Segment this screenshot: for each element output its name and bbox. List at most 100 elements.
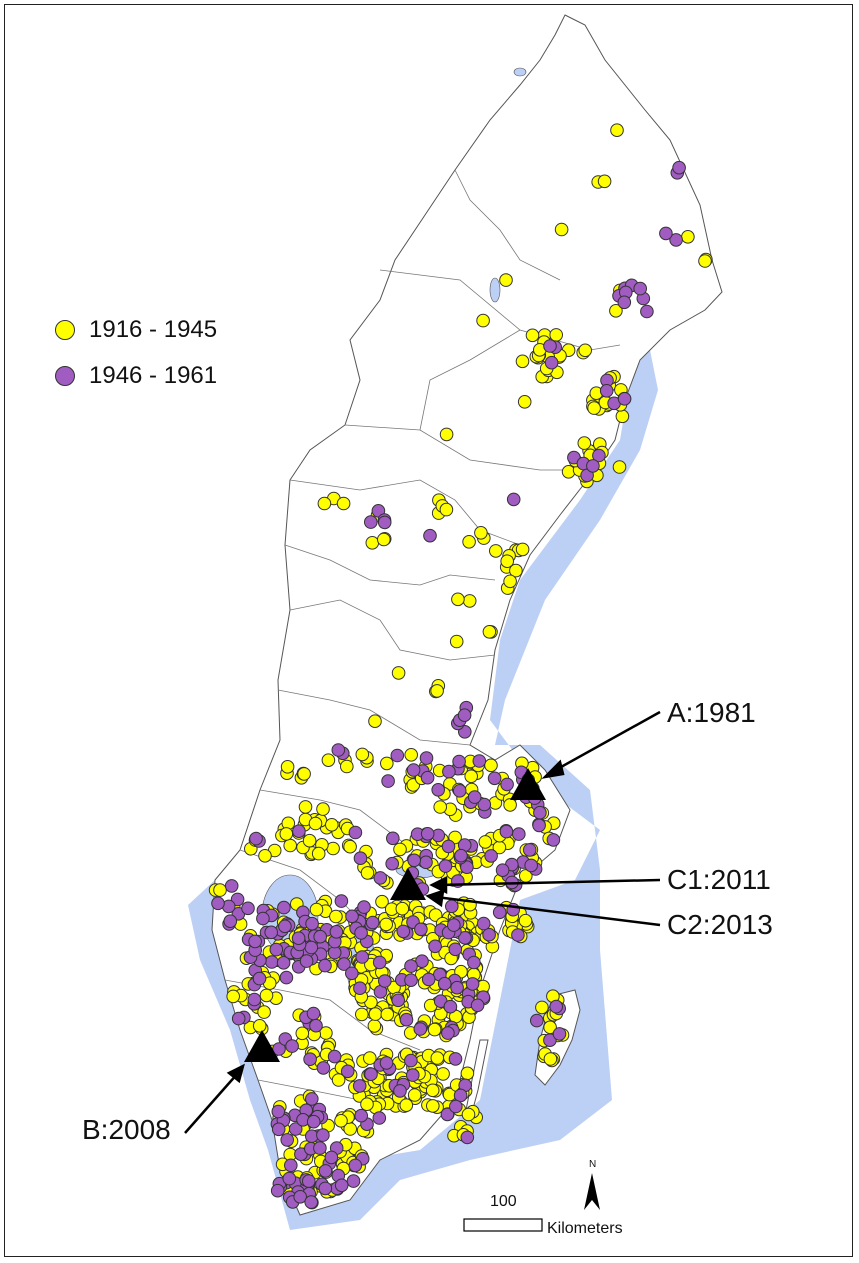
site-dot-1946-1961 bbox=[452, 784, 467, 798]
site-dot-1946-1961 bbox=[357, 900, 371, 914]
site-dot-1946-1961 bbox=[269, 942, 284, 957]
site-dot-1916-1945 bbox=[363, 1051, 377, 1065]
site-dot-1946-1961 bbox=[448, 942, 463, 957]
site-dot-1916-1945 bbox=[425, 1083, 440, 1098]
site-dot-1946-1961 bbox=[248, 934, 262, 949]
site-dot-1916-1945 bbox=[297, 767, 311, 781]
site-dot-1916-1945 bbox=[258, 849, 272, 863]
site-label-a: A:1981 bbox=[667, 697, 756, 728]
site-dot-1946-1961 bbox=[223, 914, 238, 929]
site-dot-1946-1961 bbox=[458, 931, 472, 945]
site-dot-1916-1945 bbox=[375, 894, 389, 909]
site-dot-1916-1945 bbox=[226, 989, 240, 1004]
site-dot-1916-1945 bbox=[461, 1107, 476, 1122]
site-dot-1946-1961 bbox=[353, 851, 368, 866]
north-arrow-icon bbox=[584, 1173, 600, 1210]
site-dot-1946-1961 bbox=[544, 355, 559, 370]
site-dot-1916-1945 bbox=[280, 760, 295, 774]
site-dot-1916-1945 bbox=[336, 496, 351, 511]
arrow-c2 bbox=[435, 895, 661, 927]
sea-area bbox=[188, 190, 658, 1230]
site-dot-1916-1945 bbox=[484, 758, 498, 773]
site-dot-1946-1961 bbox=[365, 915, 380, 930]
site-dot-1946-1961 bbox=[277, 900, 291, 915]
site-dot-1946-1961 bbox=[304, 940, 319, 955]
site-dot-1946-1961 bbox=[399, 1012, 414, 1027]
site-dot-1946-1961 bbox=[313, 929, 328, 944]
legend-item-1946-1961: 1946 - 1961 bbox=[55, 362, 217, 390]
site-dot-1916-1945 bbox=[433, 800, 448, 814]
site-dot-1946-1961 bbox=[302, 1174, 316, 1188]
site-dot-1916-1945 bbox=[509, 563, 523, 578]
site-dot-1916-1945 bbox=[503, 574, 517, 589]
site-dot-1946-1961 bbox=[337, 957, 351, 971]
site-dot-1946-1961 bbox=[364, 515, 378, 529]
site-dot-1946-1961 bbox=[284, 1158, 298, 1173]
site-dot-1946-1961 bbox=[492, 905, 507, 920]
site-dot-1946-1961 bbox=[390, 748, 405, 763]
site-dot-1946-1961 bbox=[318, 1164, 333, 1178]
site-dot-1916-1945 bbox=[681, 230, 695, 244]
site-dot-1946-1961 bbox=[270, 1183, 285, 1198]
site-dot-1946-1961 bbox=[414, 922, 428, 937]
site-dot-1916-1945 bbox=[698, 254, 712, 268]
site-dot-1916-1945 bbox=[609, 304, 623, 318]
site-dot-1946-1961 bbox=[291, 931, 306, 946]
site-dot-1916-1945 bbox=[549, 328, 564, 342]
site-dot-1946-1961 bbox=[421, 972, 436, 987]
site-dot-1946-1961 bbox=[393, 1084, 407, 1098]
site-markers bbox=[244, 768, 546, 1062]
site-dot-1946-1961 bbox=[331, 743, 346, 757]
site-dot-1916-1945 bbox=[464, 769, 479, 784]
site-dot-1946-1961 bbox=[438, 859, 453, 873]
site-dot-1946-1961 bbox=[293, 1190, 308, 1204]
site-marker-c bbox=[390, 868, 426, 900]
site-dot-1946-1961 bbox=[364, 1067, 378, 1081]
site-dot-1946-1961 bbox=[482, 927, 496, 942]
site-dot-1946-1961 bbox=[477, 797, 492, 812]
site-dot-1916-1945 bbox=[259, 988, 274, 1003]
site-dot-1946-1961 bbox=[617, 392, 632, 406]
site-dot-1946-1961 bbox=[313, 1141, 327, 1155]
site-dot-1916-1945 bbox=[500, 554, 515, 569]
site-label-c1: C1:2011 bbox=[667, 864, 771, 895]
site-dot-1946-1961 bbox=[617, 295, 632, 310]
site-dot-1916-1945 bbox=[515, 354, 530, 369]
site-dot-1916-1945 bbox=[213, 883, 227, 897]
site-dot-1916-1945 bbox=[334, 1114, 348, 1128]
site-label-b: B:2008 bbox=[82, 1114, 171, 1145]
site-dot-1946-1961 bbox=[549, 999, 564, 1014]
site-dot-1946-1961 bbox=[377, 515, 392, 530]
site-dot-1916-1945 bbox=[368, 714, 382, 729]
site-dot-1916-1945 bbox=[426, 1099, 440, 1113]
site-dot-1946-1961 bbox=[299, 954, 314, 968]
pointer-arrows bbox=[184, 710, 661, 1134]
north-label: N bbox=[589, 1159, 597, 1170]
site-dot-1946-1961 bbox=[372, 955, 387, 970]
site-dot-1946-1961 bbox=[511, 928, 525, 942]
site-dot-1916-1945 bbox=[612, 460, 627, 474]
site-dot-1916-1945 bbox=[499, 273, 513, 287]
site-dot-1946-1961 bbox=[495, 863, 510, 878]
site-dot-1946-1961 bbox=[241, 901, 255, 916]
site-dot-1946-1961 bbox=[285, 1039, 299, 1053]
site-dot-1946-1961 bbox=[354, 1108, 369, 1123]
site-dot-1946-1961 bbox=[306, 1114, 321, 1129]
site-dot-1916-1945 bbox=[439, 502, 454, 517]
site-dot-1916-1945 bbox=[343, 839, 357, 854]
site-dot-1946-1961 bbox=[309, 1018, 323, 1033]
site-dot-1946-1961 bbox=[211, 896, 225, 911]
site-dot-1916-1945 bbox=[515, 542, 530, 557]
site-dot-1946-1961 bbox=[454, 848, 468, 863]
site-dot-1946-1961 bbox=[552, 1027, 567, 1041]
scale-value: 100 bbox=[490, 1193, 517, 1210]
site-dot-1916-1945 bbox=[316, 802, 330, 816]
site-dot-1946-1961 bbox=[391, 993, 406, 1008]
site-dot-1946-1961 bbox=[348, 1158, 363, 1173]
site-dot-1916-1945 bbox=[474, 526, 488, 540]
site-dot-1946-1961 bbox=[440, 1107, 455, 1122]
site-dot-1916-1945 bbox=[587, 401, 601, 415]
site-dot-1916-1945 bbox=[298, 800, 313, 814]
purple-dot-icon bbox=[55, 366, 75, 386]
